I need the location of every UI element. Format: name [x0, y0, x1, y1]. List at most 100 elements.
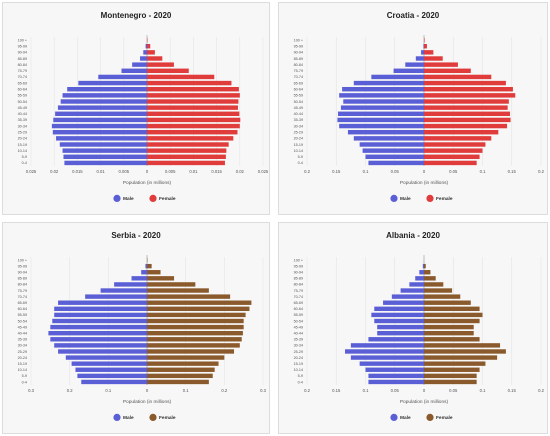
female-bar — [147, 324, 244, 330]
chart-title: Montenegro - 2020 — [101, 11, 172, 20]
x-tick-label: 0.15 — [332, 388, 341, 393]
female-bar — [424, 379, 477, 385]
female-bar — [424, 74, 492, 80]
legend-male-label[interactable]: Male — [123, 196, 134, 202]
legend-female-label[interactable]: Female — [436, 196, 453, 202]
female-bar — [147, 62, 174, 67]
legend-male-swatch[interactable] — [390, 194, 398, 202]
male-bar — [51, 123, 147, 129]
age-group-label: 30-34 — [18, 124, 27, 128]
age-group-label: 5-9 — [22, 374, 27, 378]
female-bar — [424, 367, 480, 372]
chart-panel-4: Albania - 2020 0.2 0.15 0.1 0.05 0 0.05 0.1 0.15… — [278, 222, 548, 434]
male-bar — [405, 62, 424, 67]
x-tick-label: 0.1 — [363, 169, 369, 174]
age-group-label: 90-94 — [18, 51, 27, 55]
legend-female-label[interactable]: Female — [159, 196, 176, 202]
female-bar — [147, 160, 225, 166]
male-bar — [393, 68, 424, 73]
male-bar — [353, 80, 424, 86]
female-bar — [147, 343, 240, 348]
female-bar — [424, 50, 434, 55]
x-tick-label: 0.025 — [258, 169, 269, 174]
chart-panel-3: Serbia - 2020 0.3 0.2 0.1 0 0.1 0.2 0.3 100 + 95-… — [2, 222, 270, 434]
age-group-label: 95-99 — [294, 264, 303, 268]
age-group-label: 65-69 — [294, 301, 303, 305]
legend-male-swatch[interactable] — [113, 413, 121, 421]
legend[interactable]: Male Female — [113, 194, 176, 202]
legend-female-label[interactable]: Female — [436, 415, 453, 421]
age-group-label: 95-99 — [18, 45, 27, 49]
female-bar — [147, 80, 232, 86]
legend-female-swatch[interactable] — [149, 413, 157, 421]
male-bar — [383, 300, 424, 305]
male-bar — [65, 355, 147, 360]
population-pyramid-chart: Serbia - 2020 0.3 0.2 0.1 0 0.1 0.2 0.3 100 + 95-… — [18, 231, 267, 421]
male-bar — [132, 62, 147, 67]
legend-female-swatch[interactable] — [149, 194, 157, 202]
legend-female-swatch[interactable] — [426, 413, 434, 421]
male-bar — [60, 99, 147, 104]
female-bar — [424, 318, 480, 324]
female-bar — [424, 276, 436, 281]
female-bar — [147, 337, 242, 342]
female-bar — [424, 160, 477, 166]
age-group-label: 40-44 — [294, 331, 303, 335]
male-bar — [52, 318, 148, 324]
male-bar — [71, 361, 147, 366]
legend-male-label[interactable]: Male — [400, 415, 411, 421]
male-bar — [337, 117, 424, 123]
legend-male-swatch[interactable] — [113, 194, 121, 202]
male-bar — [377, 324, 424, 330]
male-bar — [347, 130, 424, 135]
male-bar — [81, 379, 147, 385]
x-tick-label: 0.01 — [97, 169, 106, 174]
age-group-label: 50-54 — [294, 100, 303, 104]
male-bar — [400, 288, 424, 293]
legend[interactable]: Male Female — [390, 194, 453, 202]
legend[interactable]: Male Female — [113, 413, 176, 421]
age-group-label: 20-24 — [294, 356, 303, 360]
legend-male-swatch[interactable] — [390, 413, 398, 421]
male-bar — [145, 263, 147, 269]
age-group-label: 40-44 — [18, 331, 27, 335]
male-bar — [63, 154, 148, 159]
female-bar — [424, 300, 471, 305]
age-group-label: 75-79 — [294, 289, 303, 293]
female-bar — [147, 142, 229, 147]
age-group-label: 25-29 — [294, 131, 303, 135]
male-bar — [121, 68, 147, 73]
x-tick-label: 0.05 — [391, 388, 400, 393]
chart-title: Croatia - 2020 — [387, 11, 440, 20]
age-group-label: 65-69 — [18, 81, 27, 85]
age-group-label: 90-94 — [294, 51, 303, 55]
male-bar — [338, 111, 424, 116]
x-tick-label: 0.2 — [67, 388, 73, 393]
legend-male-label[interactable]: Male — [400, 196, 411, 202]
legend[interactable]: Male Female — [390, 413, 453, 421]
legend-female-swatch[interactable] — [426, 194, 434, 202]
x-tick-label: 0 — [423, 388, 426, 393]
female-bar — [147, 330, 243, 336]
male-bar — [58, 300, 147, 305]
population-pyramid-chart: Croatia - 2020 0.2 0.15 0.1 0.05 0 0.05 0.1 0.15… — [294, 11, 545, 202]
legend-female-label[interactable]: Female — [159, 415, 176, 421]
age-group-label: 100 + — [18, 38, 27, 42]
male-bar — [140, 56, 147, 61]
male-bar — [75, 367, 147, 372]
male-bar — [362, 148, 424, 153]
female-bar — [147, 130, 238, 135]
male-bar — [53, 117, 147, 123]
x-tick-label: 0.2 — [538, 388, 544, 393]
legend-male-label[interactable]: Male — [123, 415, 134, 421]
male-bar — [77, 373, 147, 379]
age-group-label: 15-19 — [18, 362, 27, 366]
age-group-label: 0-4 — [22, 380, 27, 384]
male-bar — [54, 306, 148, 312]
female-bar — [147, 288, 209, 293]
age-group-label: 50-54 — [294, 319, 303, 323]
male-bar — [343, 99, 424, 104]
x-axis-label: Population (in millions) — [400, 399, 449, 405]
female-bar — [147, 263, 152, 269]
female-bar — [424, 142, 486, 147]
